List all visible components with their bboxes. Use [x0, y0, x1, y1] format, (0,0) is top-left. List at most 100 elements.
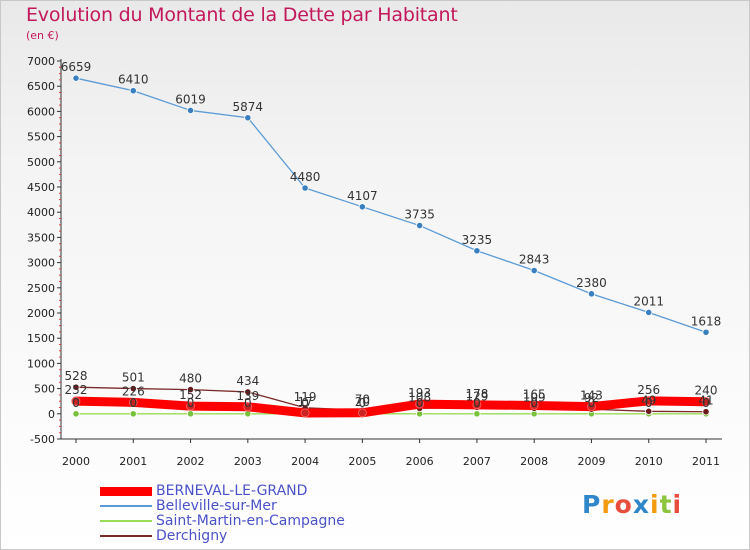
data-point — [645, 308, 653, 317]
series-line-0 — [71, 396, 711, 418]
data-point — [357, 408, 367, 418]
data-point — [72, 410, 80, 418]
data-point — [300, 408, 310, 418]
legend-swatch — [100, 505, 152, 507]
data-label: 6019 — [175, 92, 206, 106]
chart-title: Evolution du Montant de la Dette par Hab… — [26, 4, 458, 26]
legend-swatch — [100, 487, 152, 496]
data-label: 139 — [236, 389, 259, 403]
logo-letter: t — [659, 490, 673, 519]
data-label: 152 — [179, 388, 202, 402]
data-label: 0 — [359, 396, 367, 410]
y-tick-label: 3500 — [27, 231, 55, 244]
x-tick-label: 2007 — [463, 455, 491, 468]
data-point — [186, 410, 195, 418]
logo-letter: P — [582, 490, 602, 519]
logo-letter: r — [601, 490, 615, 519]
data-point — [416, 221, 424, 230]
data-point — [473, 410, 481, 418]
y-tick-label: -500 — [30, 433, 55, 446]
data-point — [244, 114, 252, 122]
x-tick-label: 2003 — [234, 455, 262, 468]
y-tick-label: 500 — [34, 383, 55, 396]
data-label: 17 — [297, 395, 312, 409]
data-label: 0 — [588, 396, 596, 410]
data-label: 3735 — [404, 208, 435, 222]
data-label: 129 — [465, 389, 488, 403]
x-tick-label: 2008 — [520, 455, 548, 468]
data-label: 0 — [702, 396, 710, 410]
data-point — [358, 203, 366, 211]
legend-label: Derchigny — [156, 528, 228, 544]
data-label: 252 — [65, 383, 88, 397]
data-label: 49 — [641, 393, 656, 407]
data-point — [129, 87, 137, 95]
logo-letter: i — [672, 490, 683, 519]
data-point — [473, 247, 481, 255]
data-label: 0 — [530, 396, 538, 410]
data-point — [529, 401, 539, 410]
data-label: 70 — [355, 392, 370, 406]
x-tick-label: 2010 — [635, 455, 663, 468]
legend-swatch — [100, 520, 152, 522]
x-tick-label: 2006 — [406, 455, 434, 468]
data-point — [186, 106, 195, 115]
data-label: 109 — [523, 390, 546, 404]
data-point — [186, 401, 195, 411]
data-point — [415, 399, 425, 409]
data-point — [701, 397, 711, 407]
logo-letter: o — [614, 490, 633, 519]
data-label: 20 — [355, 395, 370, 409]
y-tick-label: 5000 — [27, 156, 55, 169]
x-tick-label: 2005 — [348, 455, 376, 468]
data-point — [301, 184, 309, 192]
data-point — [128, 398, 138, 407]
data-label: 41 — [698, 394, 713, 408]
data-label: 0 — [72, 396, 80, 410]
data-label: 119 — [294, 390, 317, 404]
data-point — [587, 402, 596, 411]
data-label: 528 — [65, 369, 88, 383]
data-label: 193 — [408, 386, 431, 400]
x-tick-label: 2000 — [62, 455, 90, 468]
y-tick-label: 2500 — [27, 282, 55, 295]
data-label: 480 — [179, 372, 202, 386]
data-point — [244, 388, 252, 396]
data-label: 4480 — [290, 170, 321, 184]
y-tick-label: 3000 — [27, 257, 55, 270]
data-label: 2380 — [576, 276, 607, 290]
data-label: 6410 — [118, 73, 149, 87]
data-label: 0 — [473, 396, 481, 410]
data-label: 434 — [236, 374, 259, 388]
x-tick-label: 2011 — [692, 455, 720, 468]
data-label: 0 — [129, 396, 137, 410]
data-label: 1618 — [691, 314, 722, 328]
data-point — [243, 402, 253, 412]
data-label: 240 — [695, 384, 718, 398]
legend-label: Saint-Martin-en-Campagne — [156, 513, 345, 529]
data-point — [645, 407, 653, 415]
data-label: 0 — [416, 396, 424, 410]
data-label: 2843 — [519, 253, 550, 267]
data-point — [129, 410, 137, 418]
proxiti-logo: Proxiti — [582, 490, 682, 519]
data-point — [644, 396, 654, 406]
data-label: 3235 — [462, 233, 493, 247]
y-tick-label: 4500 — [27, 181, 55, 194]
legend-label: BERNEVAL-LE-GRAND — [156, 483, 308, 499]
y-tick-label: 2000 — [27, 307, 55, 320]
data-point — [186, 386, 195, 394]
data-label: 0 — [645, 396, 653, 410]
data-label: 108 — [408, 390, 431, 404]
x-tick-label: 2002 — [177, 455, 205, 468]
data-point — [702, 328, 710, 336]
x-tick-label: 2004 — [291, 455, 319, 468]
y-tick-label: 5500 — [27, 131, 55, 144]
data-point — [71, 396, 81, 406]
y-tick-label: 7000 — [27, 55, 55, 68]
y-tick-label: 6500 — [27, 80, 55, 93]
data-label: 178 — [465, 387, 488, 401]
data-label: 5874 — [233, 100, 264, 114]
